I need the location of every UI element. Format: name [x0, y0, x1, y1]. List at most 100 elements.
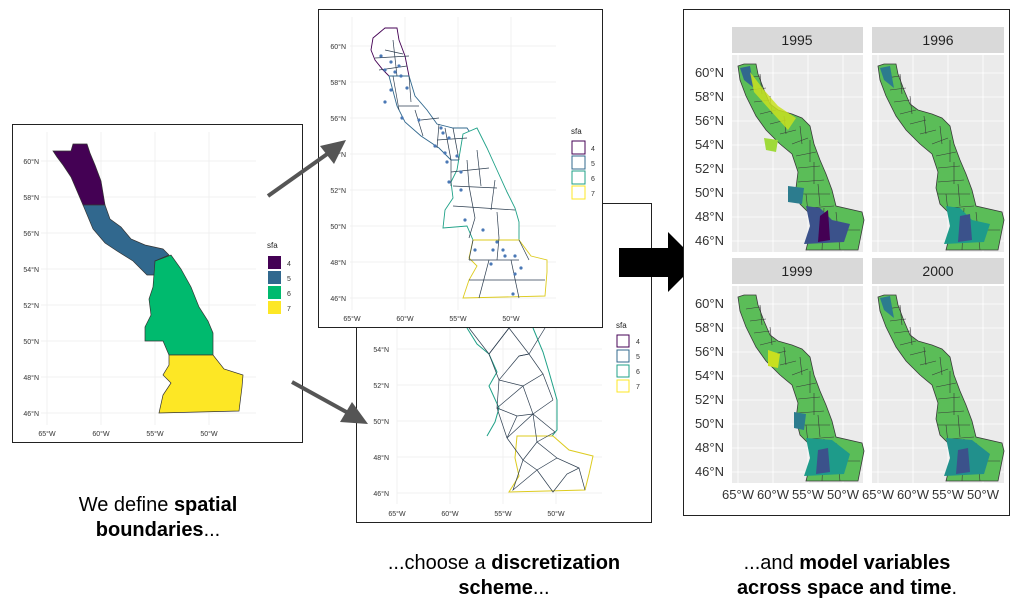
caption-bold: spatial [173, 494, 238, 516]
legend: sfa 4 5 6 7 [616, 321, 640, 393]
lon-tick: 55°W [146, 430, 164, 438]
caption-text: ... [203, 519, 221, 541]
sfa7-region [158, 354, 244, 414]
lat-tick: 46°N [373, 490, 389, 498]
lon-tick: 50°W [827, 487, 860, 502]
caption-text: ...choose a [387, 552, 492, 574]
lat-tick: 50°N [695, 185, 724, 200]
caption-discretization-scheme: ...choose a discretization scheme... [370, 551, 638, 601]
lat-tick: 52°N [373, 382, 389, 390]
lon-tick: 55°W [494, 510, 512, 518]
lat-tick: 56°N [23, 230, 39, 238]
caption-bold: model variables [799, 552, 951, 574]
lat-tick: 56°N [695, 344, 724, 359]
lat-tick: 52°N [330, 187, 346, 195]
lon-tick-labels: 65°W 60°W 55°W 50°W [343, 315, 520, 323]
caption-text: ... [532, 577, 550, 599]
lat-tick-labels: 54°N 52°N 50°N 48°N 46°N [373, 346, 389, 498]
voronoi-mesh-plot: 60°N 58°N 56°N 54°N 52°N 50°N 48°N 46°N … [330, 17, 595, 323]
lat-tick: 50°N [373, 418, 389, 426]
lat-tick: 58°N [330, 79, 346, 87]
legend-title: sfa [571, 127, 582, 136]
legend-label: 7 [591, 191, 595, 198]
caption-bold: discretization [491, 552, 621, 574]
legend-key-5 [571, 155, 586, 170]
legend-title: sfa [267, 241, 278, 250]
legend-key-4 [571, 140, 586, 155]
lon-tick: 65°W [343, 315, 361, 323]
lon-tick: 60°W [757, 487, 790, 502]
lat-tick: 50°N [330, 223, 346, 231]
lon-tick: 55°W [932, 487, 965, 502]
legend-title: sfa [616, 321, 627, 330]
lat-tick: 46°N [695, 464, 724, 479]
legend-label: 6 [591, 176, 595, 183]
lon-tick: 50°W [502, 315, 520, 323]
legend-label: 7 [636, 384, 640, 391]
lat-tick: 50°N [23, 338, 39, 346]
lat-tick-labels: 60°N 58°N 56°N 54°N 52°N 50°N 48°N 46°N [330, 43, 346, 303]
lat-tick: 46°N [330, 295, 346, 303]
caption-text: We define [78, 494, 174, 516]
legend-key-7 [571, 185, 586, 200]
sfa-boundaries-map: 60°N 58°N 56°N 54°N 52°N 50°N 48°N 46°N … [12, 124, 303, 443]
legend-key-4 [268, 256, 281, 269]
facet-label: 1996 [922, 32, 953, 48]
legend-key-5 [268, 271, 281, 284]
sample-points [379, 54, 523, 296]
lat-tick: 60°N [695, 65, 724, 80]
legend-label: 5 [591, 161, 595, 168]
lat-tick: 46°N [695, 233, 724, 248]
legend-key-6 [616, 364, 630, 378]
lat-tick-labels: 60°N 58°N 56°N 54°N 52°N 50°N 48°N 46°N [23, 158, 39, 418]
legend-key-7 [616, 379, 630, 393]
caption-model-variables: ...and model variables across space and … [712, 551, 982, 601]
caption-text: . [951, 577, 958, 599]
lat-tick: 46°N [23, 410, 39, 418]
lat-tick: 48°N [695, 440, 724, 455]
legend: sfa 4 5 6 7 [571, 127, 595, 200]
lat-tick: 58°N [695, 89, 724, 104]
lat-tick: 60°N [23, 158, 39, 166]
lat-tick: 48°N [330, 259, 346, 267]
facet-1995: 1995 [732, 27, 865, 252]
lon-tick: 50°W [200, 430, 218, 438]
facet-strip [732, 258, 863, 284]
caption-bold: across space and time [736, 577, 952, 599]
sfa-boundaries-plot: 60°N 58°N 56°N 54°N 52°N 50°N 48°N 46°N … [23, 132, 291, 438]
facet-label: 1999 [781, 263, 812, 279]
legend-label: 5 [636, 354, 640, 361]
caption-bold: boundaries [95, 519, 204, 541]
facet-1999: 1999 [732, 258, 865, 483]
lat-tick: 56°N [695, 113, 724, 128]
model-variables-plot: 1995 1996 [695, 27, 1005, 502]
legend-label: 4 [287, 261, 291, 268]
lat-tick: 48°N [695, 209, 724, 224]
legend-key-7 [268, 301, 281, 314]
legend-label: 5 [287, 276, 291, 283]
legend-key-6 [268, 286, 281, 299]
caption-spatial-boundaries: We define spatial boundaries... [40, 493, 276, 543]
lat-tick: 48°N [23, 374, 39, 382]
legend: sfa 4 5 6 7 [267, 241, 291, 314]
lat-tick: 52°N [695, 161, 724, 176]
lon-tick: 65°W [38, 430, 56, 438]
lon-tick: 65°W [388, 510, 406, 518]
legend-key-6 [571, 170, 586, 185]
facet-strip [732, 27, 863, 53]
lon-tick: 55°W [792, 487, 825, 502]
legend-key-5 [616, 349, 630, 363]
lat-tick: 58°N [695, 320, 724, 335]
lat-tick-labels-top: 60°N 58°N 56°N 54°N 52°N 50°N 48°N 46°N [695, 65, 724, 248]
lat-tick: 60°N [330, 43, 346, 51]
lon-tick-labels: 65°W 60°W 55°W 50°W 65°W 60°W 55°W 50°W [722, 487, 1000, 502]
lat-tick: 52°N [695, 392, 724, 407]
lon-tick: 60°W [396, 315, 414, 323]
lat-tick: 54°N [373, 346, 389, 354]
model-variables-map: 1995 1996 [683, 9, 1010, 516]
legend-label: 6 [636, 369, 640, 376]
sfa4-region [52, 143, 106, 206]
lat-tick: 56°N [330, 115, 346, 123]
lat-tick: 54°N [330, 151, 346, 159]
lat-tick: 58°N [23, 194, 39, 202]
